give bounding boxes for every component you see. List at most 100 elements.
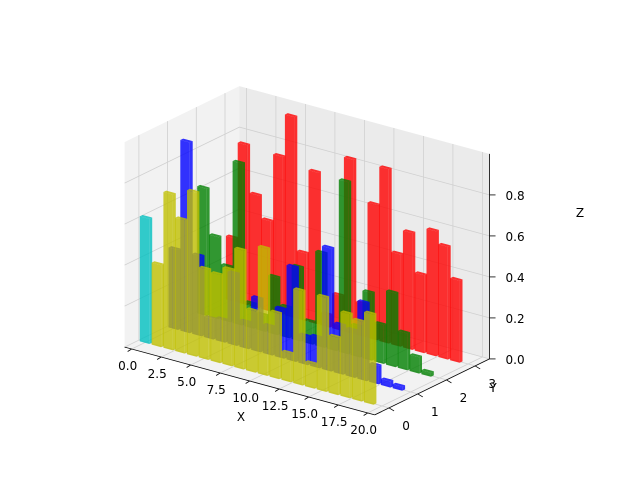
bar — [397, 329, 411, 371]
bar — [409, 353, 422, 374]
bar-side — [348, 180, 352, 355]
bar-top — [209, 233, 222, 238]
bar-side — [402, 385, 406, 391]
bar-side — [326, 296, 330, 392]
x-tick-label: 2.5 — [148, 367, 167, 381]
bar — [402, 229, 416, 350]
bar — [352, 317, 365, 402]
bar-front — [139, 216, 150, 344]
bar-top — [367, 201, 380, 206]
x-tick-label: 5.0 — [177, 375, 196, 389]
y-tick-mark — [417, 393, 423, 398]
bar-top — [286, 263, 299, 268]
bar-side — [436, 229, 439, 357]
bar-top — [163, 190, 176, 195]
bar — [281, 349, 294, 383]
bar-top — [198, 265, 212, 270]
bar-front — [392, 384, 403, 391]
bar-front — [234, 248, 244, 370]
bar-side — [282, 155, 286, 315]
bar-side — [172, 193, 176, 351]
bar-side — [390, 380, 394, 388]
y-tick-mark — [446, 379, 452, 384]
bar — [340, 310, 353, 399]
bar-top — [362, 289, 375, 294]
bar-front — [316, 295, 327, 392]
bar — [257, 244, 271, 376]
bar-side — [377, 203, 380, 341]
bar-side — [412, 231, 416, 350]
bar-top — [352, 317, 365, 322]
bar-side — [353, 158, 357, 334]
x-tick-mark — [274, 388, 280, 392]
bar-side — [255, 309, 259, 373]
bar-side — [349, 312, 353, 399]
bar-front — [338, 179, 349, 355]
bar-front — [249, 193, 259, 309]
bar-top — [426, 227, 439, 232]
bar-side — [302, 289, 306, 386]
bar-side — [149, 217, 153, 344]
bar — [414, 271, 428, 354]
bar — [175, 216, 188, 354]
bar-top — [139, 215, 153, 219]
bar-front — [281, 351, 291, 383]
bar-top — [397, 329, 411, 334]
x-tick-mark — [304, 396, 309, 400]
bar — [139, 215, 153, 344]
x-tick-mark — [186, 364, 191, 368]
bar-top — [274, 305, 288, 310]
tick-labels: 0.0 2.5 5.0 7.5 10.012.515.017.520.0 0 1 2 3 0.0 0… — [118, 189, 524, 437]
bar-top — [316, 293, 330, 298]
bar — [380, 377, 394, 388]
bar-front — [352, 319, 362, 402]
bar-front — [450, 278, 460, 363]
bar — [151, 261, 164, 348]
bar-side — [383, 323, 387, 364]
bar-side — [290, 352, 294, 383]
bar-top — [391, 250, 404, 255]
z-tick-label: 0.4 — [506, 271, 525, 285]
bar-front — [257, 246, 268, 376]
bar-top — [246, 307, 259, 312]
y-axis-line — [374, 358, 490, 416]
bar-side — [267, 247, 271, 376]
x-tick-label: 15.0 — [291, 407, 318, 421]
x-tick-label: 10.0 — [232, 391, 259, 405]
bar-front — [246, 308, 256, 373]
bar-top — [237, 141, 251, 146]
bar-top — [305, 360, 318, 365]
bar-side — [161, 263, 164, 348]
bar-top — [338, 178, 352, 183]
bar-top — [308, 168, 321, 173]
bar-top — [392, 382, 406, 387]
x-tick-label: 12.5 — [262, 399, 289, 413]
bar-side — [243, 249, 247, 370]
x-tick-mark — [215, 372, 221, 376]
bar-top — [364, 310, 377, 315]
bar — [328, 333, 341, 396]
bar-top — [220, 263, 234, 267]
axis-lines — [124, 153, 496, 416]
bar-front — [269, 311, 280, 380]
y-tick-label: 3 — [488, 377, 496, 391]
x-tick-mark — [127, 348, 132, 352]
bar-side — [307, 335, 311, 366]
bar-front — [409, 354, 420, 374]
bar — [450, 276, 463, 363]
bar-side — [231, 268, 235, 367]
bar — [234, 246, 247, 370]
bar-top — [249, 191, 262, 196]
bar-top — [210, 271, 223, 275]
x-tick-label: 20.0 — [350, 423, 377, 437]
bar-top — [438, 242, 451, 247]
bar-front — [397, 330, 408, 371]
bar-top — [281, 349, 294, 354]
bar — [222, 266, 235, 367]
bar-front — [421, 370, 431, 377]
bar-front — [328, 335, 339, 396]
bar-front — [175, 217, 185, 354]
bar — [210, 271, 223, 364]
bar — [293, 287, 306, 386]
